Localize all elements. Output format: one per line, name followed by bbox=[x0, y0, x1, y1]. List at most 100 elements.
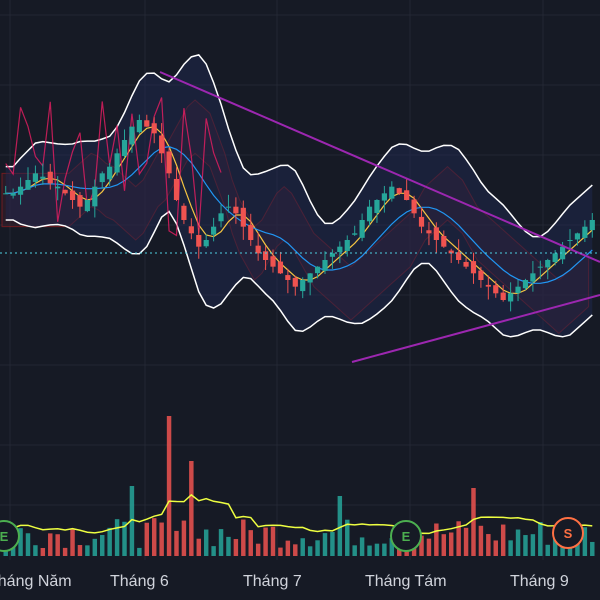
candle-body-57 bbox=[426, 230, 432, 234]
candle-body-32 bbox=[240, 207, 246, 227]
candle-body-76 bbox=[567, 240, 573, 241]
volume-bar-64 bbox=[478, 525, 484, 556]
volume-bar-41 bbox=[307, 546, 313, 556]
candle-body-55 bbox=[411, 199, 417, 214]
volume-bar-23 bbox=[174, 530, 179, 556]
volume-bar-46 bbox=[345, 519, 350, 556]
volume-bar-13 bbox=[100, 535, 105, 556]
candle-body-77 bbox=[574, 233, 581, 240]
volume-bar-20 bbox=[151, 518, 157, 556]
candle-body-11 bbox=[84, 200, 90, 212]
candle-body-25 bbox=[188, 226, 194, 234]
x-axis-label-3: Tháng Tám bbox=[365, 573, 447, 590]
event-badge-2 bbox=[552, 517, 584, 549]
x-axis-label-1: Tháng 6 bbox=[110, 573, 169, 590]
event-badge-1 bbox=[390, 520, 422, 552]
candle-body-10 bbox=[77, 195, 83, 207]
candle-body-62 bbox=[463, 261, 469, 267]
candle-body-52 bbox=[389, 186, 395, 199]
volume-bar-58 bbox=[434, 523, 439, 556]
volume-bar-25 bbox=[189, 461, 194, 556]
candle-body-49 bbox=[366, 206, 373, 222]
volume-bar-74 bbox=[552, 533, 558, 556]
x-axis-labels: Tháng Năm Tháng 6 Tháng 7 Tháng Tám Tháng 9 bbox=[0, 573, 569, 590]
candle-body-42 bbox=[314, 266, 321, 274]
volume-bar-7 bbox=[55, 534, 60, 556]
volume-bar-70 bbox=[523, 535, 528, 556]
candle-body-16 bbox=[121, 140, 128, 157]
volume-bar-45 bbox=[337, 496, 343, 556]
volume-bar-47 bbox=[352, 545, 357, 556]
volume-bar-48 bbox=[359, 537, 365, 556]
trendline-upper bbox=[159, 71, 600, 263]
candle-body-47 bbox=[352, 233, 358, 235]
moving-averages bbox=[5, 126, 593, 294]
candle-body-7 bbox=[55, 186, 61, 189]
volume-bar-33 bbox=[248, 530, 253, 556]
candle-body-5 bbox=[40, 176, 46, 179]
candle-body-38 bbox=[285, 275, 291, 280]
volume-bar-35 bbox=[263, 527, 268, 556]
volume-bar-37 bbox=[278, 547, 283, 556]
candle-body-58 bbox=[433, 227, 439, 240]
oscillator bbox=[5, 97, 222, 237]
volume-ma bbox=[5, 493, 593, 536]
candle-body-40 bbox=[300, 280, 306, 292]
candle-body-31 bbox=[233, 206, 239, 214]
candle-body-60 bbox=[448, 250, 454, 254]
candle-body-46 bbox=[344, 240, 350, 251]
candle-body-39 bbox=[292, 277, 298, 287]
volume-bar-4 bbox=[33, 545, 38, 556]
volume-bar-14 bbox=[107, 527, 112, 556]
candle-body-15 bbox=[114, 153, 120, 173]
candle-body-28 bbox=[211, 226, 217, 235]
volume-bar-32 bbox=[241, 519, 246, 556]
volume-bar-69 bbox=[515, 529, 521, 556]
volume-bar-30 bbox=[226, 536, 231, 556]
ichimoku-cloud bbox=[1, 99, 590, 335]
volume-bar-28 bbox=[211, 546, 216, 556]
candle-body-68 bbox=[508, 293, 514, 302]
trendline-lower bbox=[351, 294, 600, 363]
volume-bar-12 bbox=[92, 538, 98, 556]
volume-bar-72 bbox=[538, 522, 543, 556]
candle-body-65 bbox=[485, 284, 491, 287]
volume-bar-11 bbox=[85, 545, 90, 556]
candle-body-72 bbox=[537, 266, 543, 268]
bollinger-lower bbox=[5, 210, 593, 338]
volume-bar-16 bbox=[122, 521, 127, 556]
candle-body-75 bbox=[559, 246, 566, 260]
volume-bar-59 bbox=[441, 534, 447, 556]
volume-bar-24 bbox=[181, 520, 187, 556]
candle-body-35 bbox=[262, 251, 269, 260]
candle-body-6 bbox=[47, 171, 53, 184]
candle-body-61 bbox=[456, 252, 462, 260]
volume-bar-38 bbox=[285, 540, 291, 556]
candle-body-51 bbox=[381, 193, 387, 201]
volume-bar-56 bbox=[419, 535, 424, 556]
candle-body-36 bbox=[270, 256, 276, 267]
event-badge-label-2: S bbox=[564, 526, 573, 541]
volume-bar-19 bbox=[144, 522, 150, 556]
candle-body-63 bbox=[470, 261, 477, 274]
event-badge-label-0: E bbox=[0, 529, 9, 544]
candle-body-64 bbox=[478, 270, 484, 280]
volume-bar-15 bbox=[114, 519, 120, 556]
volume-bar-55 bbox=[411, 544, 417, 556]
candle-body-79 bbox=[589, 220, 595, 231]
candle-body-74 bbox=[552, 253, 558, 263]
candle-body-18 bbox=[136, 120, 142, 133]
candle-body-69 bbox=[515, 286, 521, 293]
volume-bar-79 bbox=[590, 541, 595, 556]
candle-body-2 bbox=[17, 186, 24, 195]
volume-bar-17 bbox=[129, 486, 135, 556]
candle-body-14 bbox=[107, 166, 113, 180]
event-badge-label-1: E bbox=[402, 529, 411, 544]
x-axis-label-2: Tháng 7 bbox=[243, 573, 302, 590]
volume-bar-2 bbox=[18, 528, 23, 556]
volume-bar-52 bbox=[389, 538, 395, 556]
candle-body-54 bbox=[404, 190, 410, 200]
